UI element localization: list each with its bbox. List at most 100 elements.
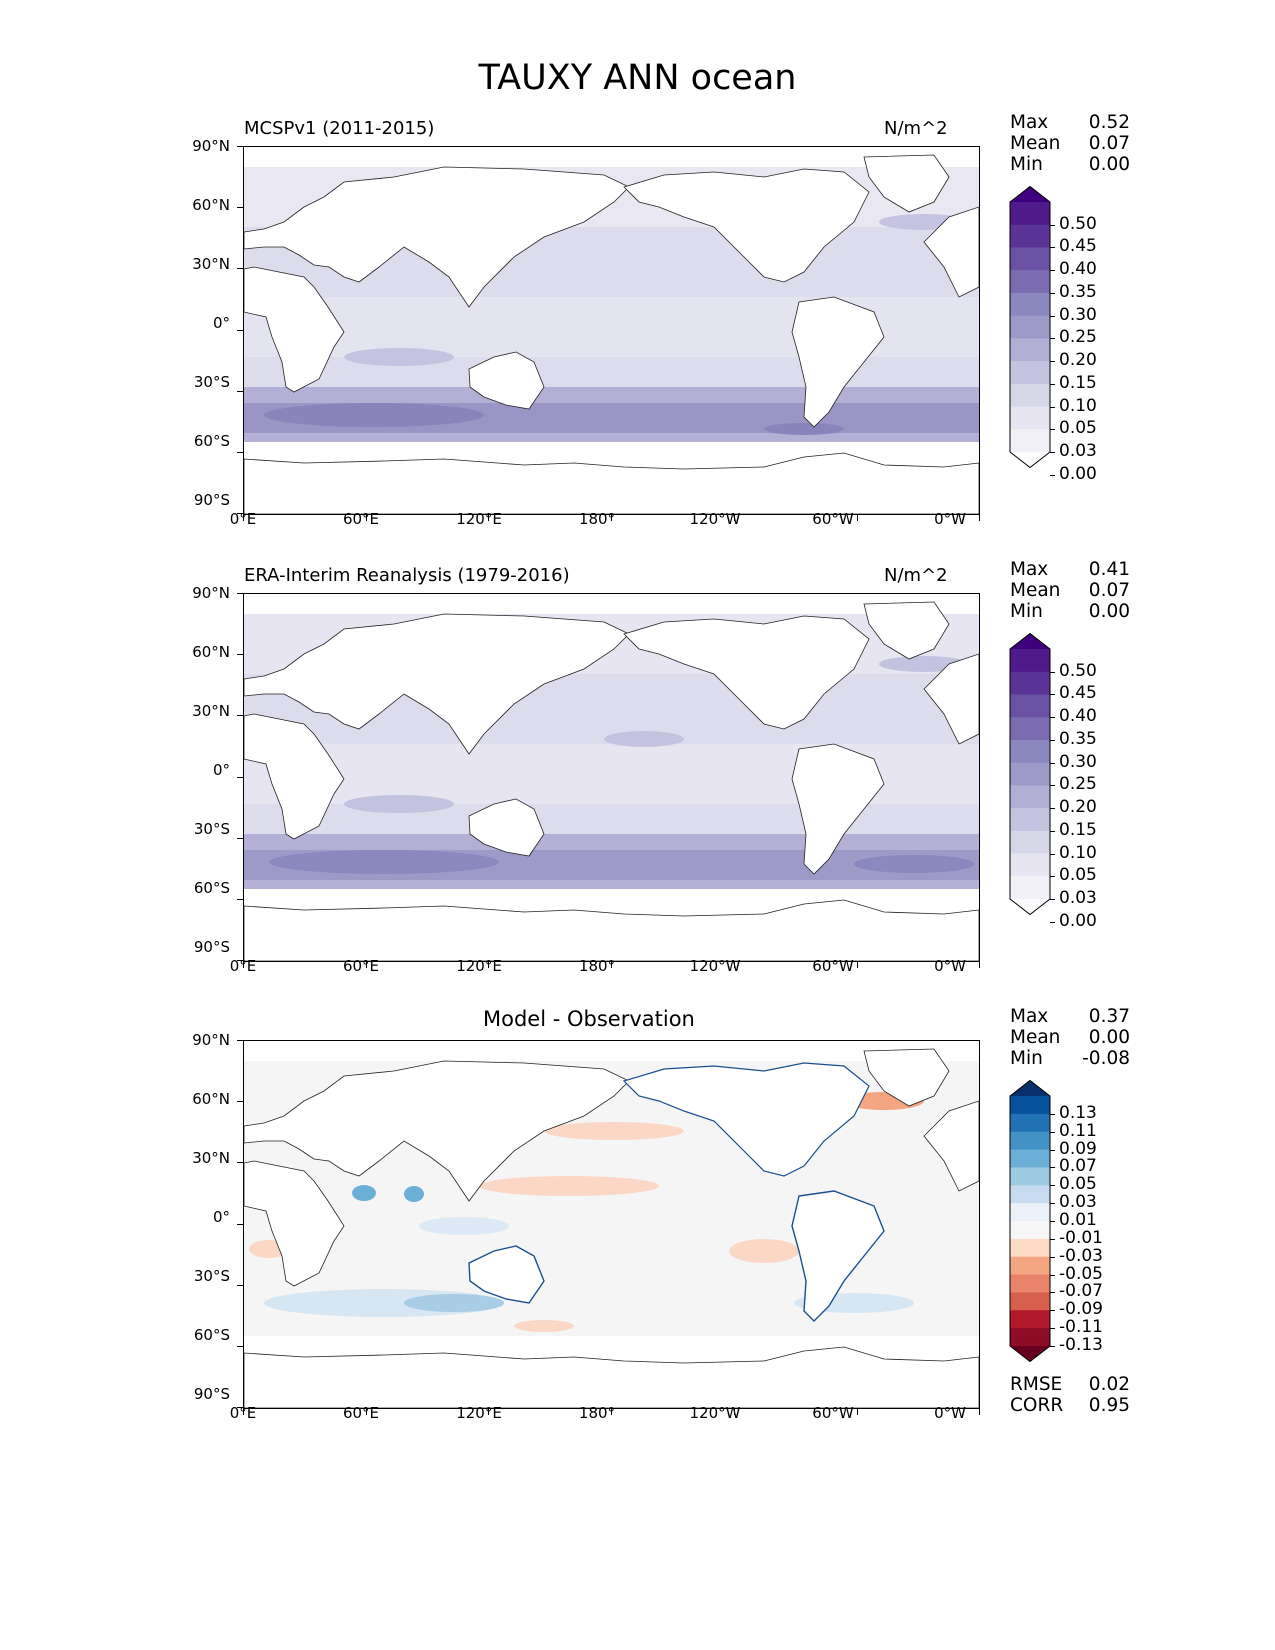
- south-america-land: [791, 296, 885, 428]
- y-tick-mark: [237, 960, 243, 962]
- lon-tick-120w: 120°W: [689, 957, 741, 975]
- colorbar-segment: [1010, 1310, 1050, 1329]
- metric-corr-label: CORR: [1010, 1395, 1064, 1416]
- stat-mean-label: Mean: [1010, 133, 1061, 154]
- colorbar-extend-min: [1010, 1346, 1050, 1362]
- colorbar-label: 0.03: [1059, 1192, 1097, 1213]
- lat-tick-60s: 60°S: [193, 1326, 230, 1344]
- x-tick-mark: [365, 962, 367, 968]
- lon-tick-0w: 0°W: [934, 510, 966, 528]
- diff-positive-arabian: [352, 1185, 376, 1201]
- lat-tick-90n: 90°N: [192, 584, 230, 602]
- y-tick-mark: [237, 268, 243, 270]
- colorbar-tick: [1050, 1274, 1055, 1276]
- x-tick-mark: [365, 515, 367, 521]
- x-tick-mark: [733, 515, 735, 521]
- lon-tick-60e: 60°E: [342, 1404, 380, 1422]
- colorbar-label: 0.30: [1059, 304, 1097, 325]
- lat-tick-60n: 60°N: [192, 643, 230, 661]
- colorbar-tick: [1050, 1131, 1055, 1133]
- colorbar-segment: [1010, 830, 1050, 855]
- panel-2-title: ERA-Interim Reanalysis (1979-2016): [244, 565, 570, 586]
- colorbar-graphic: [1009, 1079, 1051, 1363]
- x-tick-mark: [488, 962, 490, 968]
- lat-tick-30s: 30°S: [193, 373, 230, 391]
- colorbar-segment: [1010, 1256, 1050, 1276]
- x-tick-mark: [488, 515, 490, 521]
- lon-tick-120w: 120°W: [689, 1404, 741, 1422]
- panel-1-title: MCSPv1 (2011-2015): [244, 118, 435, 139]
- colorbar-segment: [1010, 1131, 1050, 1151]
- colorbar-tick: [1050, 1256, 1055, 1258]
- colorbar-tick: [1050, 406, 1055, 408]
- lon-tick-180: 180°: [578, 1404, 616, 1422]
- stat-max-label: Max: [1010, 112, 1049, 133]
- stat-min-value: -0.08: [1082, 1048, 1130, 1069]
- colorbar-tick: [1050, 1221, 1055, 1222]
- colorbar-segment: [1010, 853, 1050, 877]
- colorbar-label: -0.09: [1059, 1299, 1103, 1320]
- colorbar-segment: [1010, 247, 1050, 271]
- colorbar-label: 0.09: [1059, 1138, 1097, 1159]
- panel-2-map: [243, 593, 980, 962]
- colorbar-tick: [1050, 1113, 1055, 1115]
- stat-mean-label: Mean: [1010, 580, 1061, 601]
- colorbar-label: 0.01: [1059, 1210, 1097, 1230]
- colorbar-label: 0.50: [1059, 213, 1097, 234]
- y-tick-mark: [237, 1040, 243, 1041]
- colorbar-segment: [1010, 1113, 1050, 1133]
- colorbar-segment: [1010, 429, 1050, 453]
- x-tick-mark: [856, 1409, 858, 1415]
- metric-rmse-label: RMSE: [1010, 1374, 1063, 1395]
- x-tick-mark: [733, 962, 735, 968]
- colorbar-label: 0.40: [1059, 259, 1097, 280]
- x-tick-mark: [611, 515, 613, 521]
- colorbar-segment: [1010, 361, 1050, 385]
- panel-2-colorbar: [1008, 632, 1052, 919]
- panel-1-unit: N/m^2: [884, 118, 948, 139]
- colorbar-segment: [1010, 785, 1050, 809]
- colorbar-tick: [1050, 338, 1055, 340]
- colorbar-label: -0.01: [1059, 1227, 1103, 1248]
- x-tick-mark: [243, 962, 244, 968]
- africa-land: [244, 713, 345, 840]
- colorbar-tick: [1050, 1328, 1055, 1330]
- lon-tick-60w: 60°W: [812, 957, 854, 975]
- stat-max-value: 0.52: [1088, 112, 1130, 133]
- colorbar-tick: [1050, 762, 1055, 764]
- y-tick-mark: [237, 837, 243, 839]
- africa-land: [244, 266, 345, 393]
- panel-3-title: Model - Observation: [483, 1007, 695, 1031]
- colorbar-segment: [1010, 808, 1050, 832]
- colorbar-extend-max: [1010, 633, 1050, 649]
- lon-tick-120e: 120°E: [456, 1404, 502, 1422]
- lat-tick-90n: 90°N: [192, 137, 230, 155]
- x-tick-mark: [733, 1409, 735, 1415]
- lat-tick-90n: 90°N: [192, 1031, 230, 1049]
- colorbar-label: -0.03: [1059, 1245, 1103, 1266]
- ocean-max-atlantic: [854, 855, 974, 873]
- y-tick-mark: [237, 452, 243, 453]
- lon-tick-60e: 60°E: [342, 510, 380, 528]
- diff-negative-pacific-north: [479, 1176, 659, 1196]
- colorbar-tick: [1050, 739, 1055, 741]
- south-america-land: [791, 1190, 885, 1322]
- africa-land: [244, 1160, 345, 1287]
- colorbar-label: -0.11: [1059, 1317, 1103, 1338]
- colorbar-segment: [1010, 406, 1050, 430]
- colorbar-label: 0.11: [1059, 1120, 1097, 1141]
- west-africa-europe-land: [923, 206, 979, 298]
- south-america-land: [791, 743, 885, 875]
- eurasia-land: [244, 166, 630, 308]
- metric-rmse-value: 0.02: [1088, 1374, 1130, 1395]
- stat-max-label: Max: [1010, 1006, 1049, 1027]
- lat-tick-60s: 60°S: [193, 432, 230, 450]
- australia-land: [468, 1245, 545, 1304]
- y-tick-mark: [237, 207, 243, 209]
- panel-3-colorbar: [1008, 1079, 1052, 1366]
- stat-mean-value: 0.07: [1088, 580, 1130, 601]
- y-tick-mark: [237, 1162, 243, 1164]
- diff-positive-bengal: [404, 1186, 424, 1202]
- ocean-tradewind-indian: [344, 348, 454, 366]
- colorbar-label: 0.45: [1059, 683, 1097, 704]
